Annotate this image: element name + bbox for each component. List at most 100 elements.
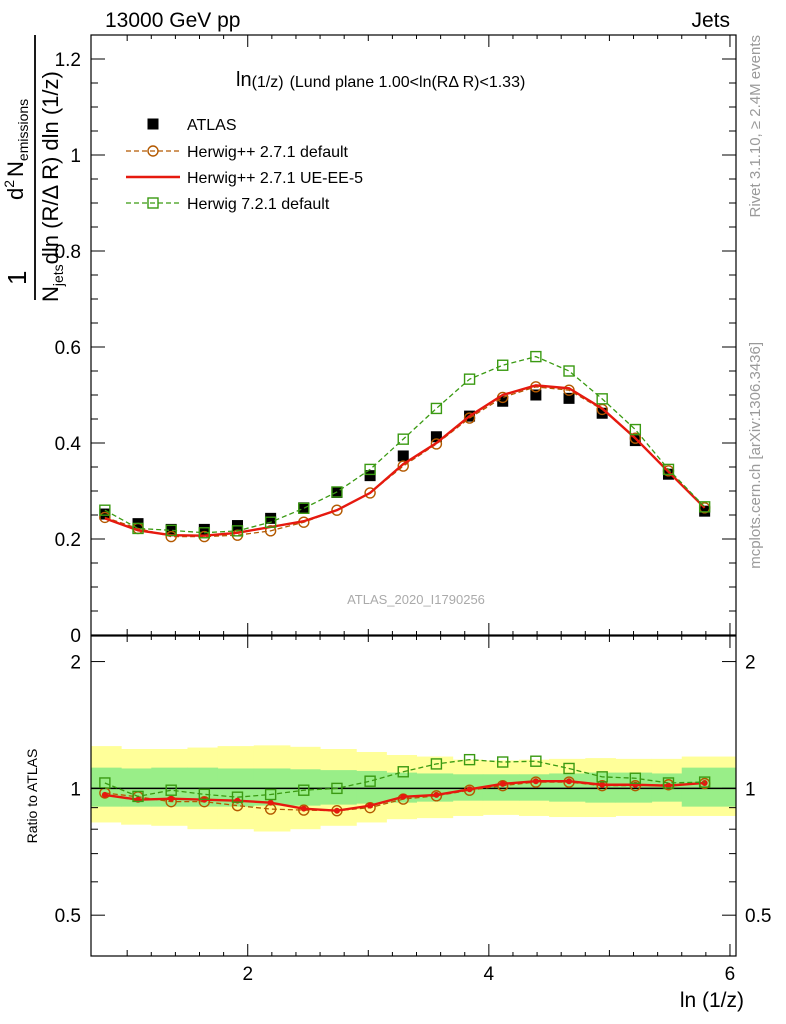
data-point xyxy=(331,504,343,516)
ratio-point xyxy=(400,793,407,800)
ratio-point xyxy=(566,778,573,785)
legend-label: Herwig 7.2.1 default xyxy=(187,196,330,213)
series-line xyxy=(104,355,706,534)
data-point xyxy=(497,359,509,371)
legend-label: Herwig++ 2.7.1 default xyxy=(187,144,349,161)
green-band-bin xyxy=(320,770,357,805)
ratio-point xyxy=(563,762,575,775)
data-point xyxy=(264,516,277,528)
data-point xyxy=(596,407,608,419)
x-tick-label: 4 xyxy=(484,964,495,985)
data-point xyxy=(198,527,211,539)
ratio-y-label: Ratio to ATLAS xyxy=(24,749,40,844)
ratio-point xyxy=(101,791,108,798)
ratio-point xyxy=(701,779,708,786)
data-point xyxy=(265,512,277,524)
ratio-y-tick-label-right: 2 xyxy=(745,653,756,674)
data-point xyxy=(397,433,409,445)
legend: ATLAS Herwig++ 2.7.1 default Herwig++ 2.7.… xyxy=(126,117,363,213)
mcplots-caption: mcplots.cern.ch [arXiv:1306.3436] xyxy=(747,342,764,569)
ylabel-one: 1 xyxy=(2,271,32,285)
data-point xyxy=(629,423,642,436)
legend-label: ATLAS xyxy=(187,117,237,134)
data-point xyxy=(198,523,210,535)
header-right: Jets xyxy=(691,9,730,32)
ratio-y-tick-label: 0.5 xyxy=(55,906,81,927)
data-point xyxy=(662,463,675,476)
data-point xyxy=(463,373,476,385)
series-herwig-2-7-1-ue-ee-5 xyxy=(104,384,706,537)
legend-marker xyxy=(147,145,159,157)
data-point xyxy=(629,432,642,444)
ratio-point xyxy=(599,781,606,788)
data-point xyxy=(596,393,608,405)
data-point xyxy=(99,504,111,516)
data-point xyxy=(364,463,376,476)
data-point xyxy=(563,365,575,377)
data-point xyxy=(397,450,409,462)
legend-label: Herwig++ 2.7.1 UE-EE-5 xyxy=(187,170,363,187)
data-point xyxy=(430,438,443,450)
data-point xyxy=(463,412,476,424)
legend-marker xyxy=(147,118,159,130)
rivet-caption: Rivet 3.1.10, ≥ 2.4M events xyxy=(747,35,764,218)
legend-entry-herwig-2-7-1-default: Herwig++ 2.7.1 default xyxy=(126,144,349,161)
data-point xyxy=(298,502,310,514)
ratio-point xyxy=(298,784,310,796)
ratio-point xyxy=(497,756,509,768)
data-point xyxy=(430,431,442,443)
title-ln: ln xyxy=(236,69,252,91)
data-point xyxy=(629,435,641,447)
ratio-point xyxy=(364,775,376,787)
ratio-y-tick-label: 1 xyxy=(70,779,81,800)
series-herwig-2-7-1-default xyxy=(99,381,711,543)
legend-entry-atlas: ATLAS xyxy=(147,117,237,134)
green-band-bin xyxy=(615,772,653,803)
header-left: 13000 GeV pp xyxy=(105,9,240,32)
ratio-y-tick-label: 2 xyxy=(70,653,81,674)
main-plot-series xyxy=(99,350,711,543)
legend-marker xyxy=(147,197,159,209)
ratio-point xyxy=(698,776,711,788)
data-point xyxy=(530,350,542,363)
ratio-uncertainty-bands xyxy=(91,745,736,832)
green-band-bin xyxy=(289,769,321,806)
y-tick-label: 0.4 xyxy=(55,434,82,455)
bottom-frame xyxy=(90,635,737,957)
x-tick-label: 6 xyxy=(725,964,736,985)
data-point xyxy=(364,470,376,482)
legend-entry-herwig-2-7-1-ue-ee-5: Herwig++ 2.7.1 UE-EE-5 xyxy=(126,170,363,187)
x-tick-label: 2 xyxy=(242,964,253,985)
data-point xyxy=(132,522,144,535)
data-point xyxy=(698,501,711,513)
ratio-point xyxy=(433,791,440,798)
data-point xyxy=(165,524,177,537)
ratio-point xyxy=(367,802,374,809)
data-point xyxy=(497,395,509,407)
y-tick-label: 0 xyxy=(70,626,81,647)
ylabel-numerator: d2Nemissions xyxy=(1,99,31,200)
ratio-point xyxy=(397,766,409,778)
ratio-point xyxy=(466,786,473,793)
ylabel-denominator: Njetsdln (R/Δ R) dln (1/z) xyxy=(38,71,66,302)
data-point xyxy=(364,487,376,499)
series-herwig-7-2-1-default xyxy=(99,350,711,539)
data-point xyxy=(430,402,443,415)
data-point xyxy=(530,389,542,401)
data-point xyxy=(397,460,409,472)
ratio-point xyxy=(331,782,343,795)
y-tick-label: 1.2 xyxy=(55,50,81,71)
analysis-watermark: ATLAS_2020_I1790256 xyxy=(347,592,485,607)
ratio-line xyxy=(104,758,705,798)
x-axis-label: ln (1/z) xyxy=(680,989,744,1012)
ratio-point xyxy=(665,782,672,789)
ratio-point xyxy=(532,778,539,785)
ratio-point xyxy=(430,758,443,770)
data-point xyxy=(165,523,177,535)
y-axis-label: 1 Njetsdln (R/Δ R) dln (1/z) d2Nemission… xyxy=(1,35,66,302)
data-point xyxy=(99,508,111,520)
title-desc: (Lund plane 1.00<ln(RΔ R)<1.33) xyxy=(290,74,526,91)
legend-entry-herwig-7-2-1-default: Herwig 7.2.1 default xyxy=(126,196,330,213)
ratio-point xyxy=(165,784,177,796)
